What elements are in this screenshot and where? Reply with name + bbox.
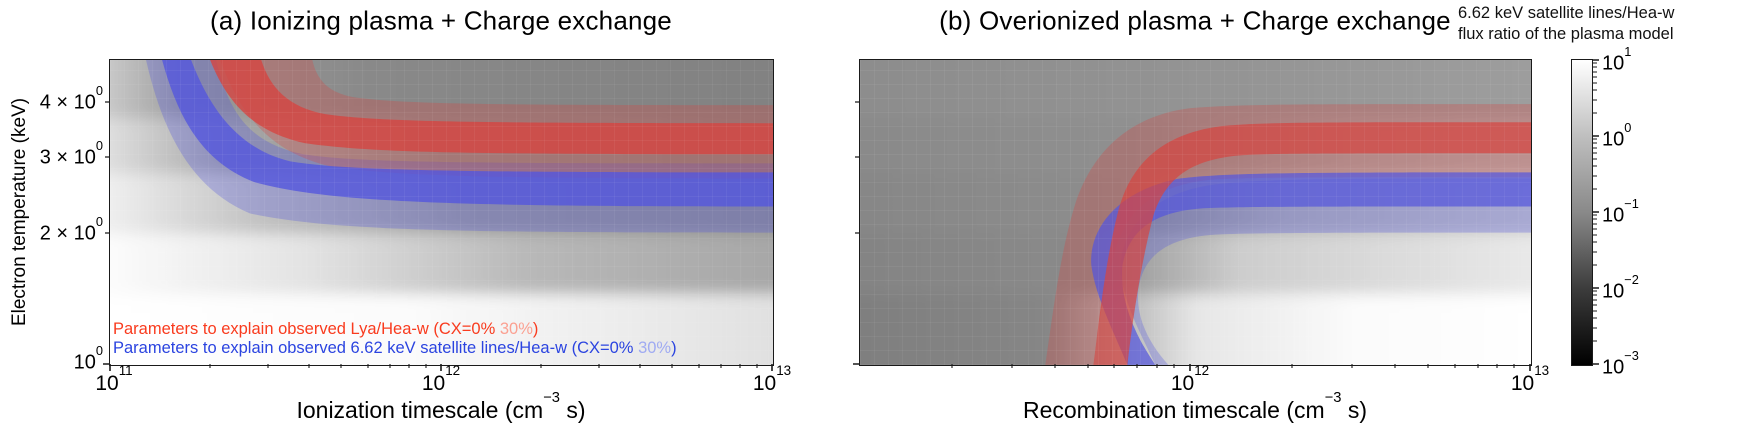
panel-b-plot-canvas: [860, 60, 1531, 365]
panel-b-title: (b) Overionized plasma + Charge exchange: [939, 5, 1451, 36]
panel-a-y-tick-1: 100: [73, 342, 103, 374]
panel-a-x-axis-label: Ionization timescale (cm−3 s): [296, 389, 586, 423]
panel-a-x-tick-1e13: 1013: [752, 363, 792, 395]
colorbar-title-line1: 6.62 keV satellite lines/Hea-w: [1458, 4, 1675, 22]
colorbar-title-line2: flux ratio of the plasma model: [1458, 25, 1674, 43]
colorbar-tick-1e-1: 10−1: [1602, 195, 1639, 227]
colorbar-tick-1e0: 100: [1602, 119, 1632, 151]
legend-line-satellite: Parameters to explain observed 6.62 keV …: [113, 339, 677, 357]
legend-line-lya: Parameters to explain observed Lya/Hea-w…: [113, 320, 539, 338]
colorbar-tick-1e1: 101: [1602, 43, 1632, 75]
panel-a-x-tick-1e12: 1012: [421, 363, 461, 395]
panel-a-y-tick-4: 4 × 100: [39, 82, 103, 114]
colorbar-tick-1e-2: 10−2: [1602, 271, 1639, 303]
panel-b-x-tick-1e12: 1012: [1170, 363, 1210, 395]
panel-a-y-tick-2: 2 × 100: [39, 213, 103, 245]
panel-b-x-tick-1e13: 1013: [1510, 363, 1550, 395]
colorbar-tick-1e-3: 10−3: [1602, 347, 1639, 379]
panel-b-heatmap: [859, 59, 1532, 366]
panel-a-x-tick-1e11: 1011: [95, 363, 133, 395]
colorbar: [1571, 59, 1593, 366]
panel-a-title: (a) Ionizing plasma + Charge exchange: [210, 5, 672, 36]
panel-b-x-axis-label: Recombination timescale (cm−3 s): [1022, 389, 1368, 423]
panel-a-y-axis-label: Electron temperature (keV): [9, 97, 30, 327]
panel-a-y-tick-3: 3 × 100: [39, 137, 103, 169]
